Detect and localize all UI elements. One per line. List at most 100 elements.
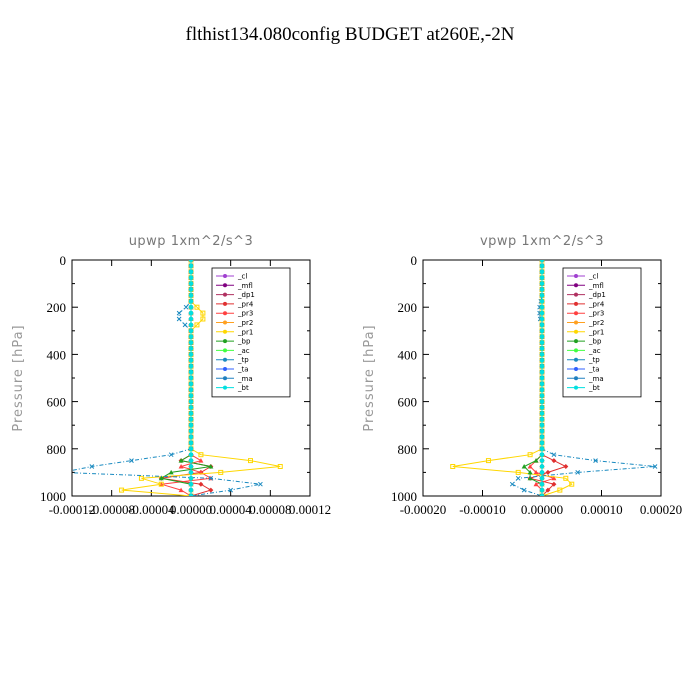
data-point [539,369,545,375]
legend-marker [574,320,578,325]
x-tick-label: 0.00000 [521,502,563,517]
chart-panel-vpwp: vpwp 1xm^2/s^3 Pressure [hPa] 0 200 400 600 80… [362,234,682,517]
legend-label: _bp [588,338,602,346]
data-point [178,464,184,469]
data-point [188,417,194,422]
legend-marker [223,385,227,390]
plot-area [450,260,658,496]
legend-label: _tp [237,356,249,364]
data-point [539,275,545,280]
series-line [523,260,543,496]
data-point [539,387,545,392]
data-point [218,469,224,475]
data-point [527,464,533,469]
legend-label: _pr4 [237,300,254,308]
legend-label: _pr2 [588,319,604,327]
y-tick-label: 0 [411,253,418,268]
legend-marker [574,311,578,316]
data-point [194,304,200,310]
data-point [178,487,184,493]
panel-title: upwp 1xm^2/s^3 [129,234,254,249]
y-axis-label: Pressure [hPa] [362,324,377,431]
data-point [450,464,456,469]
data-point [539,269,545,274]
data-point [188,358,194,363]
data-point [539,364,545,369]
legend-marker [223,311,227,316]
data-point [533,458,539,463]
data-point [539,399,545,404]
data-point [539,352,545,357]
data-point [575,470,581,475]
data-point [188,310,194,316]
data-point [551,452,557,458]
legend-label: _pr3 [237,310,253,318]
data-point [539,417,545,422]
data-point [188,458,194,463]
legend-label: _ac [237,347,250,355]
legend-label: _cl [588,273,598,281]
data-point [551,458,557,464]
legend-label: _ma [588,375,604,383]
data-point [539,493,545,496]
data-point [258,481,263,487]
data-point [198,481,204,487]
data-point [188,346,194,351]
x-tick-label: 0.00000 [170,502,212,517]
legend-marker [574,367,578,371]
data-point [509,481,515,487]
legend-marker [574,274,578,278]
data-point [60,470,64,474]
data-point [188,316,194,322]
data-point [182,322,188,328]
legend-label: _ma [237,375,253,383]
legend-label: _bt [237,384,249,392]
series-line [161,260,213,496]
data-point [188,381,194,387]
data-point [188,411,194,416]
data-point [188,476,194,481]
data-point [188,423,194,428]
legend-marker [223,320,227,325]
data-point [521,487,527,493]
data-point [188,428,194,434]
series-line [159,260,211,496]
data-point [515,475,521,481]
chart-panel-upwp: upwp 1xm^2/s^3 Pressure [hPa] 0 200 400 600 80… [11,234,331,517]
data-point [208,475,214,481]
data-point [533,481,539,487]
data-point [277,464,283,469]
data-point [158,481,164,487]
data-point [563,464,569,469]
data-point [539,487,545,493]
legend-label: _pr1 [588,328,604,336]
data-point [188,340,194,345]
y-tick-label: 200 [47,300,67,315]
data-point [208,487,214,493]
legend-marker [223,376,227,381]
data-point [188,464,194,469]
legend-marker [574,283,578,288]
data-point [188,440,194,446]
data-point [539,287,545,292]
data-point [176,310,182,316]
data-point [539,346,545,351]
legend-marker [223,301,227,306]
legend-marker [574,301,578,306]
data-point [539,281,545,286]
data-point [539,411,545,416]
legend-label: _dp1 [237,291,255,299]
data-point [188,263,194,269]
data-point [188,470,194,475]
legend-label: _bp [237,338,251,346]
data-point [539,452,545,457]
panel-title: vpwp 1xm^2/s^3 [480,234,604,249]
legend-label: _pr4 [588,300,605,308]
data-point [188,352,194,357]
legend-label: _ac [588,347,601,355]
legend-label: _ta [588,366,600,374]
y-tick-label: 600 [398,395,418,410]
legend-marker [223,348,227,353]
data-point [194,322,200,328]
series-bt [539,260,545,496]
